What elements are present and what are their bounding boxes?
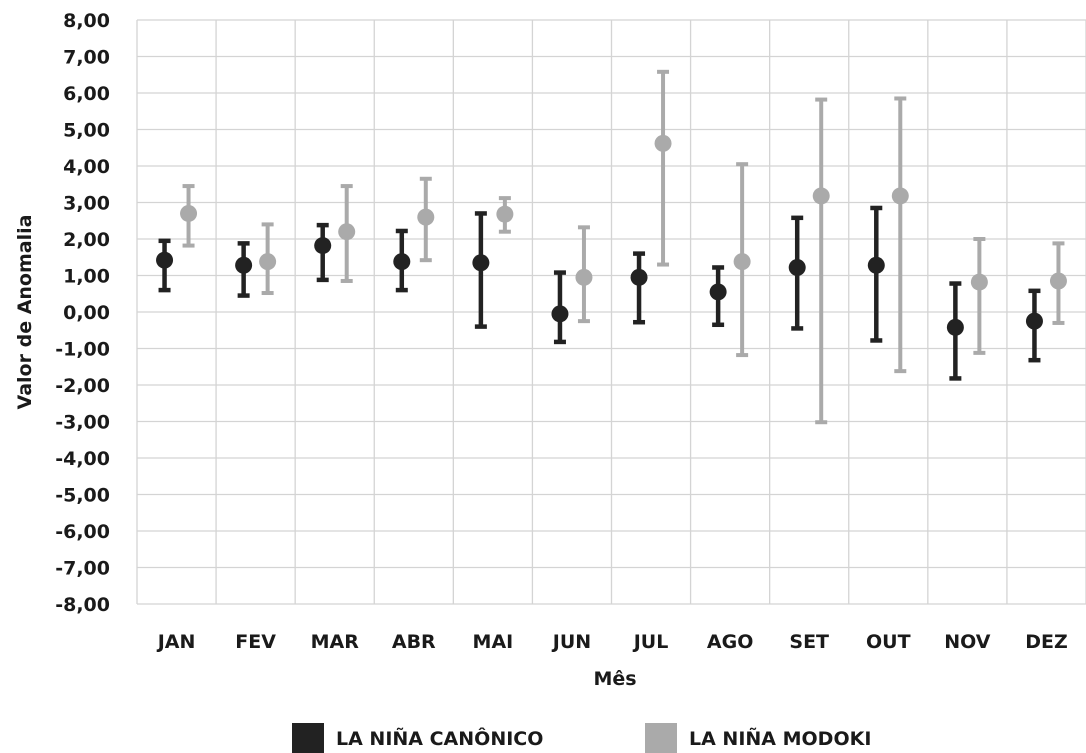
y-tick-label: -7,00 [55, 558, 110, 580]
x-tick-label: MAI [473, 631, 514, 653]
y-tick-label: -4,00 [55, 448, 110, 470]
point-la-nina-canonico [156, 251, 174, 269]
point-la-nina-canonico [314, 237, 332, 255]
legend-swatch-la-nina-canonico [292, 723, 324, 753]
y-tick-label: 7,00 [63, 47, 110, 69]
y-tick-label: -2,00 [55, 375, 110, 397]
y-axis-label: Valor de Anomalia [14, 215, 36, 410]
point-la-nina-canonico [867, 256, 885, 274]
point-la-nina-modoki [417, 208, 435, 226]
point-la-nina-canonico [1025, 312, 1043, 330]
y-tick-label: -1,00 [55, 339, 110, 361]
y-tick-label: 6,00 [63, 83, 110, 105]
x-tick-label: DEZ [1025, 631, 1068, 653]
x-tick-label: SET [789, 631, 829, 653]
point-la-nina-modoki [180, 204, 198, 222]
y-tick-label: -5,00 [55, 485, 110, 507]
y-tick-label: -3,00 [55, 412, 110, 434]
legend-label-la-nina-canonico: LA NIÑA CANÔNICO [336, 726, 543, 750]
legend-label-la-nina-modoki: LA NIÑA MODOKI [689, 726, 871, 750]
point-la-nina-canonico [393, 253, 411, 271]
y-tick-label: 8,00 [63, 10, 110, 32]
grid [136, 19, 1086, 605]
point-la-nina-modoki [654, 134, 672, 152]
x-tick-label: OUT [866, 631, 911, 653]
point-la-nina-modoki [259, 253, 277, 271]
point-la-nina-modoki [338, 223, 356, 241]
point-la-nina-canonico [709, 283, 727, 301]
data-points [156, 134, 1067, 336]
point-la-nina-modoki [812, 187, 830, 205]
point-la-nina-canonico [630, 268, 648, 286]
point-la-nina-canonico [551, 305, 569, 323]
legend: LA NIÑA CANÔNICO LA NIÑA MODOKI [292, 723, 871, 753]
y-tick-label: 2,00 [63, 229, 110, 251]
point-la-nina-modoki [891, 187, 909, 205]
x-tick-label: JUN [551, 631, 591, 653]
x-axis-ticks: JAN FEV MAR ABR MAI JUN JUL AGO SET OUT NOV DEZ [156, 631, 1068, 653]
y-tick-label: -6,00 [55, 521, 110, 543]
y-tick-label: 3,00 [63, 193, 110, 215]
x-axis-label: Mês [593, 668, 636, 690]
point-la-nina-modoki [733, 253, 751, 271]
y-tick-label: -8,00 [55, 594, 110, 616]
x-tick-label: JAN [156, 631, 196, 653]
y-tick-label: 1,00 [63, 266, 110, 288]
legend-swatch-la-nina-modoki [645, 723, 677, 753]
point-la-nina-canonico [235, 256, 253, 274]
x-tick-label: AGO [707, 631, 753, 653]
x-tick-label: NOV [944, 631, 991, 653]
point-la-nina-modoki [1049, 272, 1067, 290]
point-la-nina-modoki [575, 268, 593, 286]
point-la-nina-canonico [946, 318, 964, 336]
x-tick-label: FEV [235, 631, 276, 653]
y-tick-label: 5,00 [63, 120, 110, 142]
x-tick-label: JUL [632, 631, 669, 653]
point-la-nina-modoki [970, 273, 988, 291]
point-la-nina-modoki [496, 205, 514, 223]
point-la-nina-canonico [788, 258, 806, 276]
y-axis-ticks: 8,00 7,00 6,00 5,00 4,00 3,00 2,00 1,00 0,00 -1,0… [55, 10, 110, 616]
y-tick-label: 0,00 [63, 302, 110, 324]
point-la-nina-canonico [472, 254, 490, 272]
x-tick-label: ABR [392, 631, 436, 653]
x-tick-label: MAR [311, 631, 360, 653]
y-tick-label: 4,00 [63, 156, 110, 178]
